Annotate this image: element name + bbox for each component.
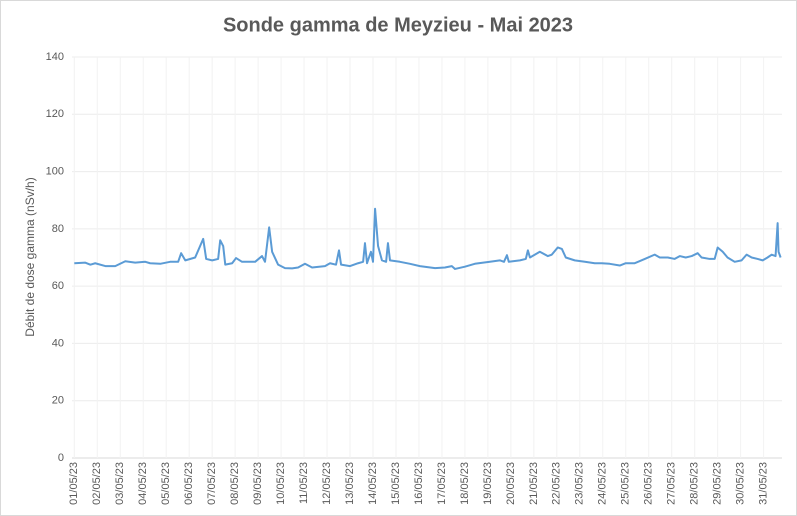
y-tick-label: 0 <box>58 452 64 464</box>
y-tick-label: 140 <box>46 51 64 63</box>
x-tick-label: 30/05/23 <box>735 462 747 505</box>
x-tick-label: 07/05/23 <box>206 462 218 505</box>
x-tick-label: 09/05/23 <box>252 462 264 505</box>
x-tick-label: 10/05/23 <box>275 462 287 505</box>
x-tick-label: 06/05/23 <box>183 462 195 505</box>
x-tick-label: 26/05/23 <box>643 462 655 505</box>
x-tick-label: 27/05/23 <box>666 462 678 505</box>
x-tick-label: 28/05/23 <box>689 462 701 505</box>
x-tick-label: 11/05/23 <box>298 462 310 504</box>
x-tick-label: 21/05/23 <box>528 462 540 505</box>
chart-title: Sonde gamma de Meyzieu - Mai 2023 <box>223 14 573 36</box>
x-tick-label: 24/05/23 <box>597 462 609 505</box>
x-tick-label: 22/05/23 <box>551 462 563 505</box>
x-tick-label: 02/05/23 <box>91 462 103 505</box>
x-tick-label: 31/05/23 <box>758 462 770 505</box>
y-tick-label: 40 <box>52 337 64 349</box>
y-tick-label: 60 <box>52 280 64 292</box>
x-tick-label: 12/05/23 <box>321 462 333 505</box>
x-tick-label: 13/05/23 <box>344 462 356 505</box>
y-tick-label: 80 <box>52 223 64 235</box>
y-tick-label: 20 <box>52 395 64 407</box>
x-tick-label: 16/05/23 <box>413 462 425 505</box>
data-line <box>74 207 782 270</box>
x-tick-label: 19/05/23 <box>482 462 494 505</box>
x-tick-label: 20/05/23 <box>505 462 517 505</box>
x-tick-label: 03/05/23 <box>114 462 126 505</box>
y-tick-label: 100 <box>46 165 64 177</box>
x-tick-label: 08/05/23 <box>229 462 241 505</box>
x-tick-label: 14/05/23 <box>367 462 379 505</box>
x-tick-label: 23/05/23 <box>574 462 586 505</box>
x-tick-label: 05/05/23 <box>160 462 172 505</box>
x-tick-label: 17/05/23 <box>436 462 448 505</box>
x-tick-label: 29/05/23 <box>712 462 724 505</box>
y-tick-label: 120 <box>46 108 64 120</box>
x-tick-label: 18/05/23 <box>459 462 471 505</box>
y-axis-label: Débit de dose gamma (nSv/h) <box>23 177 37 336</box>
x-tick-label: 01/05/23 <box>68 462 80 505</box>
x-tick-label: 15/05/23 <box>390 462 402 505</box>
x-tick-label: 04/05/23 <box>137 462 149 505</box>
x-tick-label: 25/05/23 <box>620 462 632 505</box>
